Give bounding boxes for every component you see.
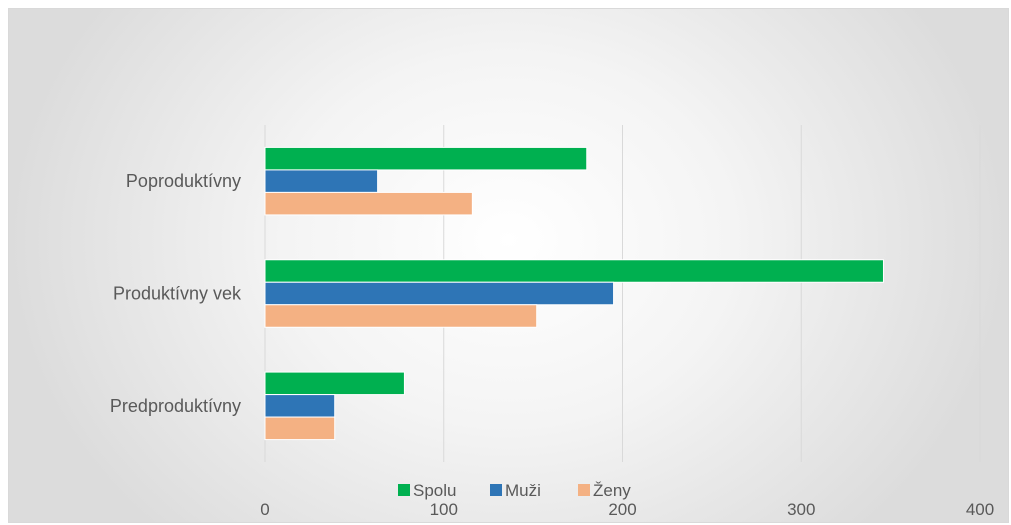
bar-spolu-2 bbox=[264, 146, 588, 171]
x-tick-label: 400 bbox=[966, 500, 994, 519]
x-tick-label: 0 bbox=[260, 500, 269, 519]
legend-label: Ženy bbox=[593, 481, 631, 500]
bar-muži-1 bbox=[264, 281, 615, 306]
legend-swatch-ženy bbox=[578, 484, 590, 496]
legend-swatch-spolu bbox=[398, 484, 410, 496]
bar-ženy-0 bbox=[264, 416, 336, 441]
category-label: Poproduktívny bbox=[126, 171, 241, 191]
legend-swatch-muži bbox=[490, 484, 502, 496]
legend-label: Muži bbox=[505, 481, 541, 500]
bar-spolu-0 bbox=[264, 371, 405, 396]
category-label: Predproduktívny bbox=[110, 396, 241, 416]
category-label: Produktívny vek bbox=[113, 284, 242, 304]
bar-ženy-1 bbox=[264, 304, 538, 328]
bar-ženy-2 bbox=[264, 191, 473, 216]
x-tick-label: 100 bbox=[430, 500, 458, 519]
x-tick-label: 300 bbox=[787, 500, 815, 519]
bar-spolu-1 bbox=[264, 259, 884, 283]
legend-label: Spolu bbox=[413, 481, 456, 500]
bar-muži-0 bbox=[264, 394, 336, 418]
x-tick-label: 200 bbox=[608, 500, 636, 519]
bar-muži-2 bbox=[264, 169, 379, 193]
